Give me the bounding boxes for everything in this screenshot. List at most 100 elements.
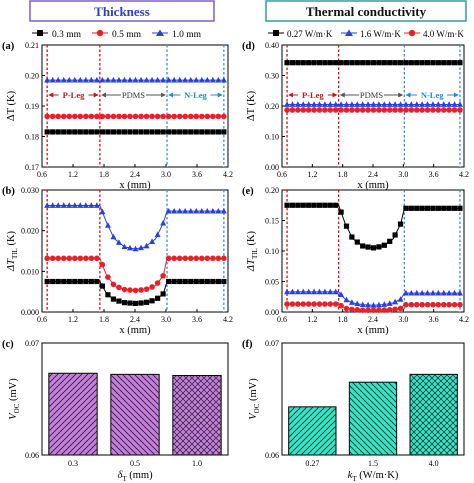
x-tick-label: 1.2: [68, 170, 78, 179]
data-point-square: [446, 205, 452, 211]
data-point-square: [177, 129, 183, 135]
data-point-triangle: [198, 76, 205, 83]
data-point-triangle: [99, 208, 106, 215]
data-point-triangle: [446, 289, 453, 296]
x-tick-label: 1.2: [68, 315, 78, 324]
data-point-circle: [392, 107, 398, 113]
y-tick-label: 0.19: [25, 102, 39, 111]
data-point-circle: [295, 107, 301, 113]
data-point-circle: [322, 301, 328, 307]
data-point-triangle: [93, 76, 100, 83]
data-point-circle: [322, 107, 328, 113]
data-point-triangle: [327, 101, 334, 107]
chart-panel-d: (d) 0.00 0.10 0.20 0.30 0.40 ΔT (K) 0.6 1.2 1.8 2.…: [242, 41, 469, 191]
data-point-circle: [121, 113, 128, 120]
data-point-circle: [182, 113, 189, 120]
data-point-triangle: [321, 101, 328, 107]
data-point-triangle: [77, 202, 84, 208]
data-point-square: [306, 60, 312, 66]
data-point-triangle: [408, 289, 415, 296]
data-point-square: [349, 234, 355, 240]
y-tick-label: 0.17: [25, 163, 39, 172]
region-label-nleg-bg: [180, 89, 211, 100]
data-point-triangle: [332, 288, 339, 295]
data-point-circle: [354, 107, 361, 113]
data-point-triangle: [149, 76, 156, 83]
data-point-circle: [193, 255, 200, 262]
data-point-triangle: [419, 101, 426, 107]
data-point-triangle: [311, 288, 318, 295]
data-point-circle: [176, 255, 183, 262]
data-point-square: [83, 129, 89, 135]
data-point-triangle: [88, 202, 95, 208]
data-point-triangle: [435, 101, 442, 107]
data-point-triangle: [160, 219, 167, 226]
data-point-circle: [451, 301, 458, 308]
legend-right-label-2: 4.0 W/m·K: [423, 29, 464, 39]
data-point-square: [193, 129, 199, 135]
data-point-triangle: [321, 288, 328, 295]
x-tick-label: 2.4: [130, 315, 140, 324]
legend-right-label-0: 0.27 W/m·K: [287, 29, 333, 39]
data-point-triangle: [338, 291, 345, 298]
data-point-triangle: [294, 101, 301, 107]
data-point-circle: [165, 113, 172, 120]
region-label-nleg: N-Leg: [421, 90, 444, 100]
legend-marker-square: [37, 30, 43, 36]
data-point-square: [365, 60, 371, 66]
data-point-square: [105, 292, 111, 298]
data-point-square: [61, 278, 67, 285]
data-point-square: [66, 278, 72, 285]
data-point-triangle: [60, 76, 67, 83]
y-tick-label: 0.20: [265, 186, 279, 195]
data-point-circle: [343, 305, 350, 312]
series-2: [44, 202, 227, 252]
data-point-square: [177, 278, 183, 285]
data-point-triangle: [82, 76, 89, 83]
x-tick-label: 1.8: [338, 170, 348, 179]
data-point-circle: [435, 301, 442, 308]
region-label-nleg-bg: [417, 89, 448, 100]
data-point-triangle: [375, 101, 382, 107]
data-point-triangle: [204, 76, 211, 83]
data-point-square: [446, 60, 452, 66]
data-point-square: [327, 202, 333, 208]
bar-hatch: [349, 382, 397, 455]
data-point-square: [435, 60, 441, 66]
series-0: [44, 278, 227, 307]
data-point-triangle: [375, 301, 382, 308]
data-point-square: [204, 129, 210, 135]
x-tick-label: 1.8: [99, 315, 109, 324]
y-tick-label: 0.18: [25, 133, 39, 142]
data-point-circle: [105, 274, 111, 280]
data-point-triangle: [215, 207, 222, 214]
data-point-circle: [338, 107, 344, 113]
data-point-circle: [338, 302, 344, 309]
plot-frame: [41, 44, 229, 168]
data-point-circle: [77, 113, 84, 120]
data-point-circle: [316, 301, 323, 307]
data-point-triangle: [143, 76, 150, 83]
data-point-circle: [365, 307, 371, 313]
data-point-square: [77, 278, 83, 285]
data-point-circle: [121, 286, 128, 293]
x-tick-label: 3.0: [398, 315, 408, 324]
data-point-square: [72, 129, 78, 135]
region-label-pleg-bg: [58, 89, 89, 100]
data-point-circle: [66, 113, 73, 120]
data-point-triangle: [126, 76, 133, 83]
data-point-circle: [182, 255, 189, 262]
data-point-square: [110, 296, 117, 302]
data-point-circle: [376, 307, 382, 313]
data-point-square: [55, 129, 61, 135]
data-point-square: [376, 60, 382, 66]
data-point-square: [99, 129, 105, 135]
x-tick-label: 0.3: [68, 459, 78, 468]
data-point-triangle: [66, 76, 73, 83]
data-point-square: [408, 60, 414, 66]
data-point-circle: [154, 113, 161, 120]
data-point-circle: [77, 255, 84, 262]
data-point-square: [376, 244, 382, 250]
y-tick-label: 0.30: [265, 72, 279, 81]
data-point-square: [138, 300, 144, 306]
